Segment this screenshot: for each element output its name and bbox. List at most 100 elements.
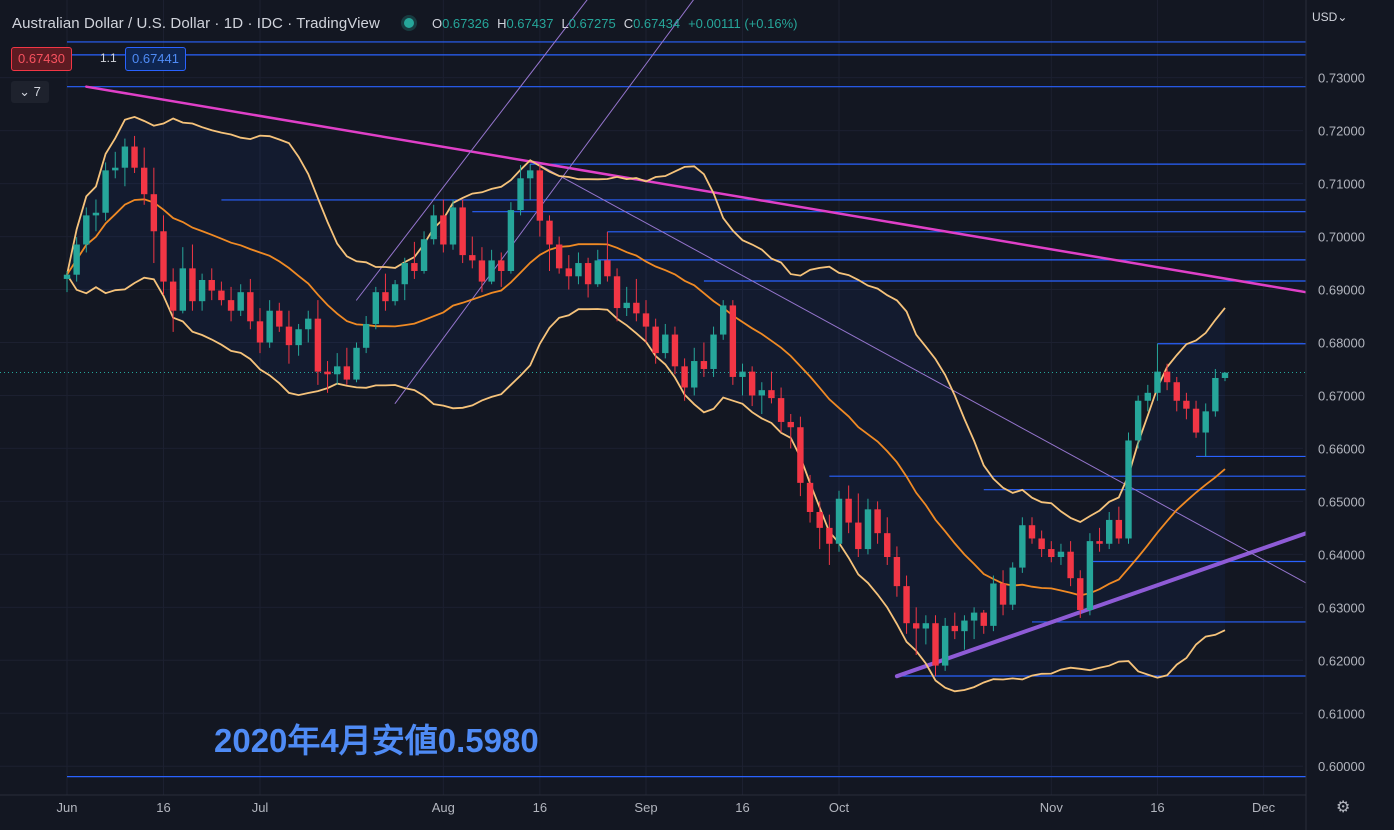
candle-body xyxy=(1019,525,1026,568)
trendline-diagonal xyxy=(539,164,1322,592)
candle-body xyxy=(169,281,177,311)
candle-body xyxy=(1154,371,1161,393)
candle-body xyxy=(777,398,785,422)
candle-body xyxy=(208,279,215,291)
candle-body xyxy=(256,321,264,343)
symbol-title[interactable]: Australian Dollar / U.S. Dollar · 1D · I… xyxy=(12,14,380,32)
candle-body xyxy=(160,231,167,282)
candle-body xyxy=(700,361,708,369)
candle-body xyxy=(1192,408,1200,433)
candle-body xyxy=(855,522,862,550)
y-tick-label: 0.63000 xyxy=(1318,600,1365,615)
y-tick-label: 0.69000 xyxy=(1318,283,1365,298)
currency-select[interactable]: USD⌄ xyxy=(1312,10,1348,24)
time-axis: Jun 16 Jul Aug 16 Sep 16 Oct Nov 16 Dec xyxy=(0,794,1306,815)
indicators-toggle[interactable]: ⌄ 7 xyxy=(11,81,49,103)
candles xyxy=(63,135,1229,677)
candle-body xyxy=(63,274,71,279)
bollinger-basis xyxy=(66,198,1226,597)
candle-body xyxy=(913,623,920,629)
candle-body xyxy=(1038,538,1045,550)
ohlc-open-value: 0.67326 xyxy=(442,15,490,31)
candle-body xyxy=(555,244,563,269)
candle-body xyxy=(83,215,90,245)
candle-body xyxy=(874,509,881,534)
candle-body xyxy=(92,212,100,216)
candle-body xyxy=(1009,567,1016,605)
candle-body xyxy=(758,390,765,396)
buy-price-button[interactable]: 0.67441 xyxy=(125,47,186,71)
candle-body xyxy=(835,498,843,544)
candle-body xyxy=(1202,411,1209,433)
bollinger-fill xyxy=(67,116,1225,692)
gear-icon[interactable]: ⚙ xyxy=(1336,799,1351,816)
candle-body xyxy=(884,533,891,558)
y-tick-label: 0.68000 xyxy=(1318,335,1365,350)
candle-body xyxy=(681,366,688,388)
trendline-downtrend xyxy=(85,85,1323,297)
y-tick-label: 0.71000 xyxy=(1318,177,1365,192)
candle-body xyxy=(864,509,872,550)
candle-body xyxy=(768,390,775,399)
candle-body xyxy=(536,170,544,221)
x-tick-label: Sep xyxy=(634,800,657,815)
candle-body xyxy=(430,215,437,240)
candle-body xyxy=(941,625,949,666)
candle-body xyxy=(334,366,341,375)
candle-body xyxy=(343,366,351,380)
candle-body xyxy=(739,371,746,377)
candle-body xyxy=(845,498,852,523)
candle-body xyxy=(73,244,80,275)
x-tick-label: Nov xyxy=(1040,800,1064,815)
candle-body xyxy=(121,146,129,168)
symbol-header: Australian Dollar / U.S. Dollar · 1D · I… xyxy=(12,10,797,36)
candle-body xyxy=(1028,525,1036,539)
candle-body xyxy=(314,318,322,372)
candle-body xyxy=(401,263,408,285)
candle-body xyxy=(1115,519,1123,539)
candle-body xyxy=(527,170,534,179)
candle-body xyxy=(507,210,515,271)
candle-body xyxy=(372,292,379,324)
candle-body xyxy=(141,167,148,195)
candle-body xyxy=(1212,377,1219,412)
candle-body xyxy=(488,260,495,282)
annotation-text: 2020年4月安値0.5980 xyxy=(214,722,539,759)
candle-body xyxy=(237,292,244,311)
candle-body xyxy=(285,326,293,346)
candle-body xyxy=(797,427,804,483)
x-tick-label: 16 xyxy=(1150,800,1164,815)
candle-body xyxy=(362,323,370,348)
x-tick-label: 16 xyxy=(533,800,547,815)
candle-body xyxy=(112,167,119,171)
candle-body xyxy=(1183,400,1190,409)
ohlc-close-key: C xyxy=(623,15,634,31)
candle-body xyxy=(691,361,698,388)
candle-body xyxy=(1125,440,1132,539)
x-tick-label: Aug xyxy=(432,800,455,815)
candle-body xyxy=(449,207,457,245)
candle-body xyxy=(440,215,447,245)
candle-body xyxy=(604,260,611,277)
candle-body xyxy=(922,623,930,629)
candle-body xyxy=(179,268,186,311)
candle-body xyxy=(970,612,978,621)
candle-body xyxy=(671,334,679,367)
x-tick-label: Oct xyxy=(829,800,850,815)
trendline-channel-lower xyxy=(394,0,694,404)
candle-body xyxy=(391,284,399,302)
candle-body xyxy=(1134,400,1142,441)
ohlc-values: O0.67326 H0.67437 L0.67275 C0.67434 +0.0… xyxy=(432,16,798,31)
ohlc-high-value: 0.67437 xyxy=(506,15,554,31)
ohlc-low-key: L xyxy=(561,15,569,31)
trendlines[interactable] xyxy=(85,0,1324,679)
candle-body xyxy=(980,612,987,626)
candle-body xyxy=(218,290,225,301)
sell-price-button[interactable]: 0.67430 xyxy=(11,47,72,71)
candle-body xyxy=(642,313,650,327)
candle-body xyxy=(575,263,582,277)
candle-body xyxy=(662,334,669,354)
y-tick-label: 0.72000 xyxy=(1318,124,1365,139)
candle-body xyxy=(1057,551,1065,558)
